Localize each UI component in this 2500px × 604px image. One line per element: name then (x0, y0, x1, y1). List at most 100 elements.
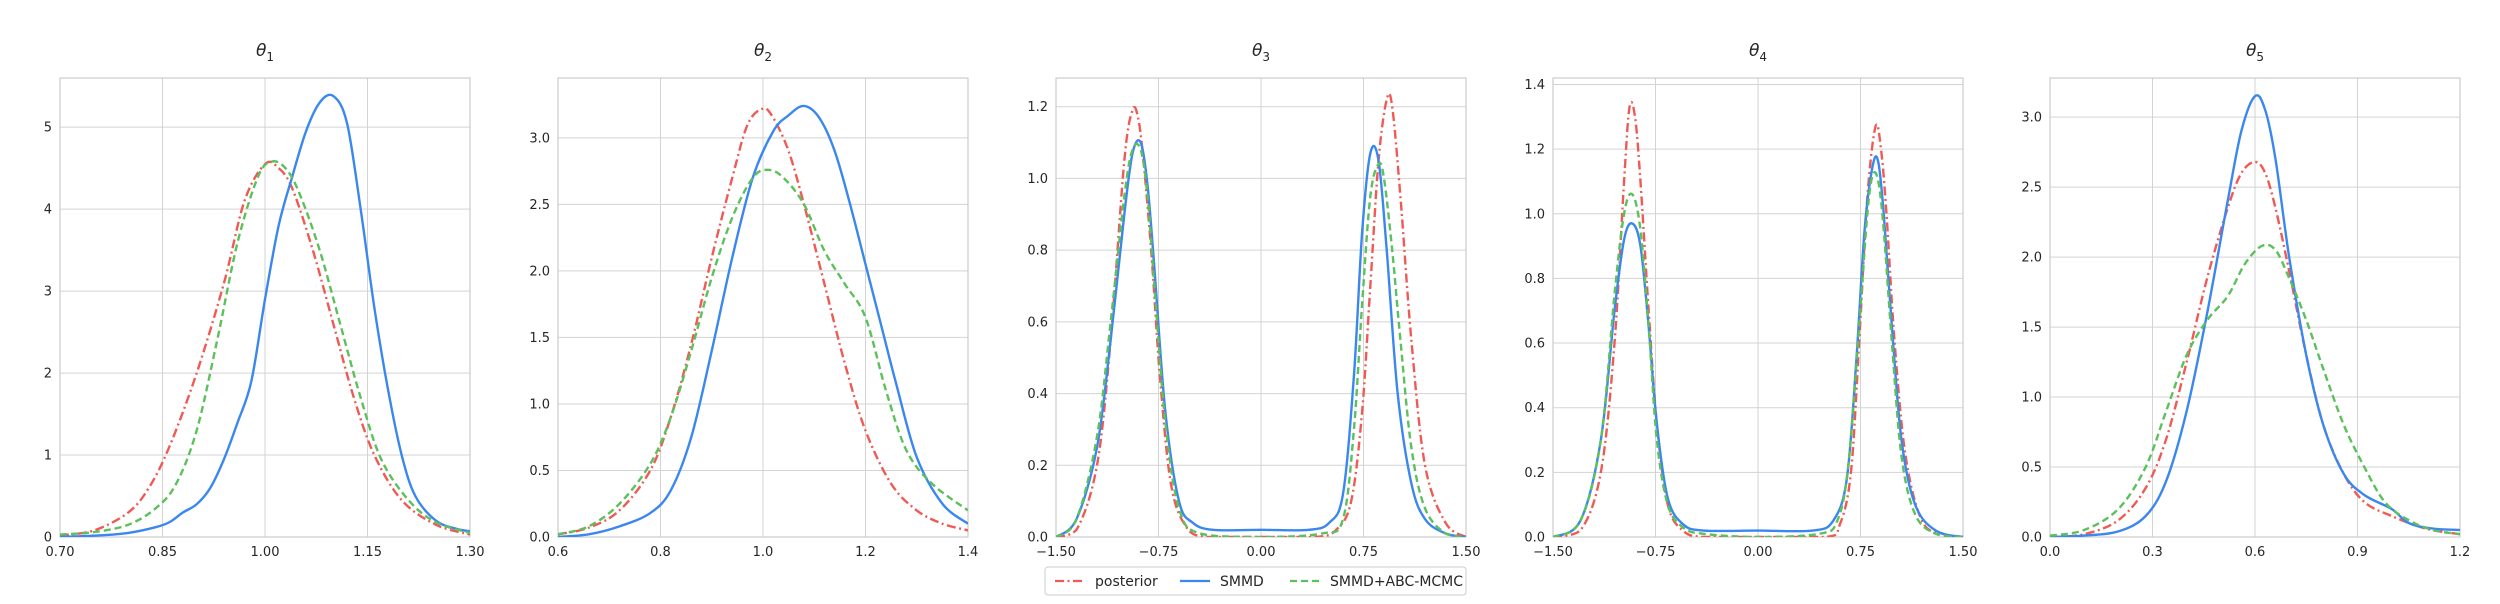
y-tick-label: 2.5 (529, 198, 550, 213)
y-tick-label: 0.6 (1027, 315, 1048, 330)
y-tick-label: 2.5 (2021, 181, 2042, 196)
y-tick-label: 4 (44, 203, 52, 218)
x-tick-label: 0.85 (148, 545, 177, 560)
y-tick-label: 0.0 (529, 531, 550, 546)
y-tick-label: 1.0 (1524, 207, 1545, 222)
plot-area-frame (557, 77, 969, 538)
y-tick-label: 1.0 (1027, 172, 1048, 187)
x-tick-label: 0.75 (1349, 545, 1378, 560)
y-tick-label: 1.0 (529, 397, 550, 412)
x-tick-label: −0.75 (1636, 545, 1676, 560)
x-tick-label: 1.00 (251, 545, 280, 560)
y-tick-label: 2.0 (2021, 251, 2042, 266)
x-tick-label: 0.9 (2347, 545, 2368, 560)
y-tick-label: 0.8 (1524, 272, 1545, 287)
y-tick-label: 0.2 (1524, 466, 1545, 481)
series-line-posterior (558, 107, 968, 536)
x-tick-label: 0.75 (1846, 545, 1875, 560)
x-tick-label: −1.50 (1036, 545, 1076, 560)
x-tick-label: 1.4 (958, 545, 979, 560)
legend-frame (1044, 566, 1467, 596)
series-line-smmd-abc-mcmc (558, 168, 968, 536)
series-line-smmd (558, 104, 968, 537)
y-tick-label: 2.0 (529, 264, 550, 279)
series-line-smmd (2050, 94, 2460, 537)
y-tick-label: 0.6 (1524, 337, 1545, 352)
panel-title-subscript: 2 (764, 50, 772, 64)
series-line-smmd-abc-mcmc (2050, 243, 2460, 537)
series-line-posterior (60, 160, 470, 537)
y-tick-label: 1.5 (2021, 321, 2042, 336)
x-tick-label: −0.75 (1139, 545, 1179, 560)
x-tick-label: 0.70 (46, 545, 75, 560)
panel-title-symbol: θ (1252, 41, 1263, 61)
y-tick-label: 3.0 (529, 131, 550, 146)
y-tick-label: 0.5 (529, 464, 550, 479)
panel-title-symbol: θ (256, 41, 267, 61)
y-tick-label: 1.4 (1524, 78, 1545, 93)
x-tick-label: 0.00 (1247, 545, 1276, 560)
y-tick-label: 0.2 (1027, 459, 1048, 474)
x-tick-label: 1.2 (855, 545, 876, 560)
y-tick-label: 0.5 (2021, 461, 2042, 476)
y-tick-label: 1 (44, 449, 52, 464)
panel-theta-2: 0.6 0.8 1.0 1.2 1.4 0.0 0.5 1.0 1.5 2.0 2.5 3.0 θ2 (529, 41, 978, 560)
y-tick-label: 0.0 (2021, 531, 2042, 546)
y-tick-label: 1.5 (529, 331, 550, 346)
y-tick-label: 0.4 (1524, 401, 1545, 416)
panel-title-symbol: θ (1749, 41, 1760, 61)
x-tick-label: 0.6 (548, 545, 569, 560)
series-line-smmd-abc-mcmc (1056, 142, 1466, 537)
panel-title: θ4 (1749, 41, 1767, 64)
x-tick-label: 0.6 (2245, 545, 2266, 560)
x-tick-label: 1.50 (1949, 545, 1978, 560)
x-tick-label: 1.0 (753, 545, 774, 560)
y-tick-label: 3.0 (2021, 111, 2042, 126)
x-tick-label: 0.8 (650, 545, 671, 560)
x-tick-label: 1.30 (456, 545, 485, 560)
plot-area-frame (59, 77, 471, 538)
series-line-posterior (1056, 92, 1466, 537)
panel-theta-1: 0.70 0.85 1.00 1.15 1.30 0 1 2 3 4 5 θ1 (44, 41, 485, 560)
y-tick-label: 0.4 (1027, 387, 1048, 402)
legend-label-smmd: SMMD (1220, 574, 1264, 590)
y-tick-label: 2 (44, 367, 52, 382)
panel-title-subscript: 5 (2256, 50, 2264, 64)
x-tick-label: 0.3 (2142, 545, 2163, 560)
series-line-posterior (2050, 160, 2460, 537)
x-tick-label: 1.50 (1452, 545, 1481, 560)
y-tick-label: 0.0 (1524, 531, 1545, 546)
y-tick-label: 0.8 (1027, 244, 1048, 259)
x-tick-label: −1.50 (1533, 545, 1573, 560)
panel-title-subscript: 3 (1262, 50, 1270, 64)
x-tick-label: 0.00 (1744, 545, 1773, 560)
y-tick-label: 5 (44, 121, 52, 136)
legend: posterior SMMD SMMD+ABC-MCMC (1044, 566, 1467, 596)
legend-label-posterior: posterior (1095, 574, 1158, 590)
plot-area-frame (2049, 77, 2461, 538)
series-line-smmd-abc-mcmc (1553, 171, 1963, 537)
y-tick-label: 1.2 (1524, 143, 1545, 158)
panel-theta-5: 0.0 0.3 0.6 0.9 1.2 0.0 0.5 1.0 1.5 2.0 2.5 3.0 θ5 (2021, 41, 2470, 560)
panel-title: θ5 (2246, 41, 2264, 64)
legend-label-smmd-abc-mcmc: SMMD+ABC-MCMC (1330, 574, 1463, 590)
x-tick-label: 1.15 (353, 545, 382, 560)
y-tick-label: 1.0 (2021, 391, 2042, 406)
panel-title: θ3 (1252, 41, 1270, 64)
series-line-smmd (60, 93, 470, 537)
panel-title: θ2 (754, 41, 772, 64)
y-tick-label: 1.2 (1027, 100, 1048, 115)
y-tick-label: 0 (44, 531, 52, 546)
panel-theta-3: −1.50 −0.75 0.00 0.75 1.50 0.0 0.2 0.4 0.6 0.8 1.0… (1027, 41, 1480, 560)
panel-title-symbol: θ (2246, 41, 2257, 61)
x-tick-label: 0.0 (2040, 545, 2061, 560)
panel-theta-4: −1.50 −0.75 0.00 0.75 1.50 0.0 0.2 0.4 0.6 0.8 1.0… (1524, 41, 1977, 560)
panel-title-subscript: 4 (1759, 50, 1767, 64)
y-tick-label: 0.0 (1027, 531, 1048, 546)
series-line-smmd (1056, 139, 1466, 537)
panel-title: θ1 (256, 41, 274, 64)
y-tick-label: 3 (44, 285, 52, 300)
